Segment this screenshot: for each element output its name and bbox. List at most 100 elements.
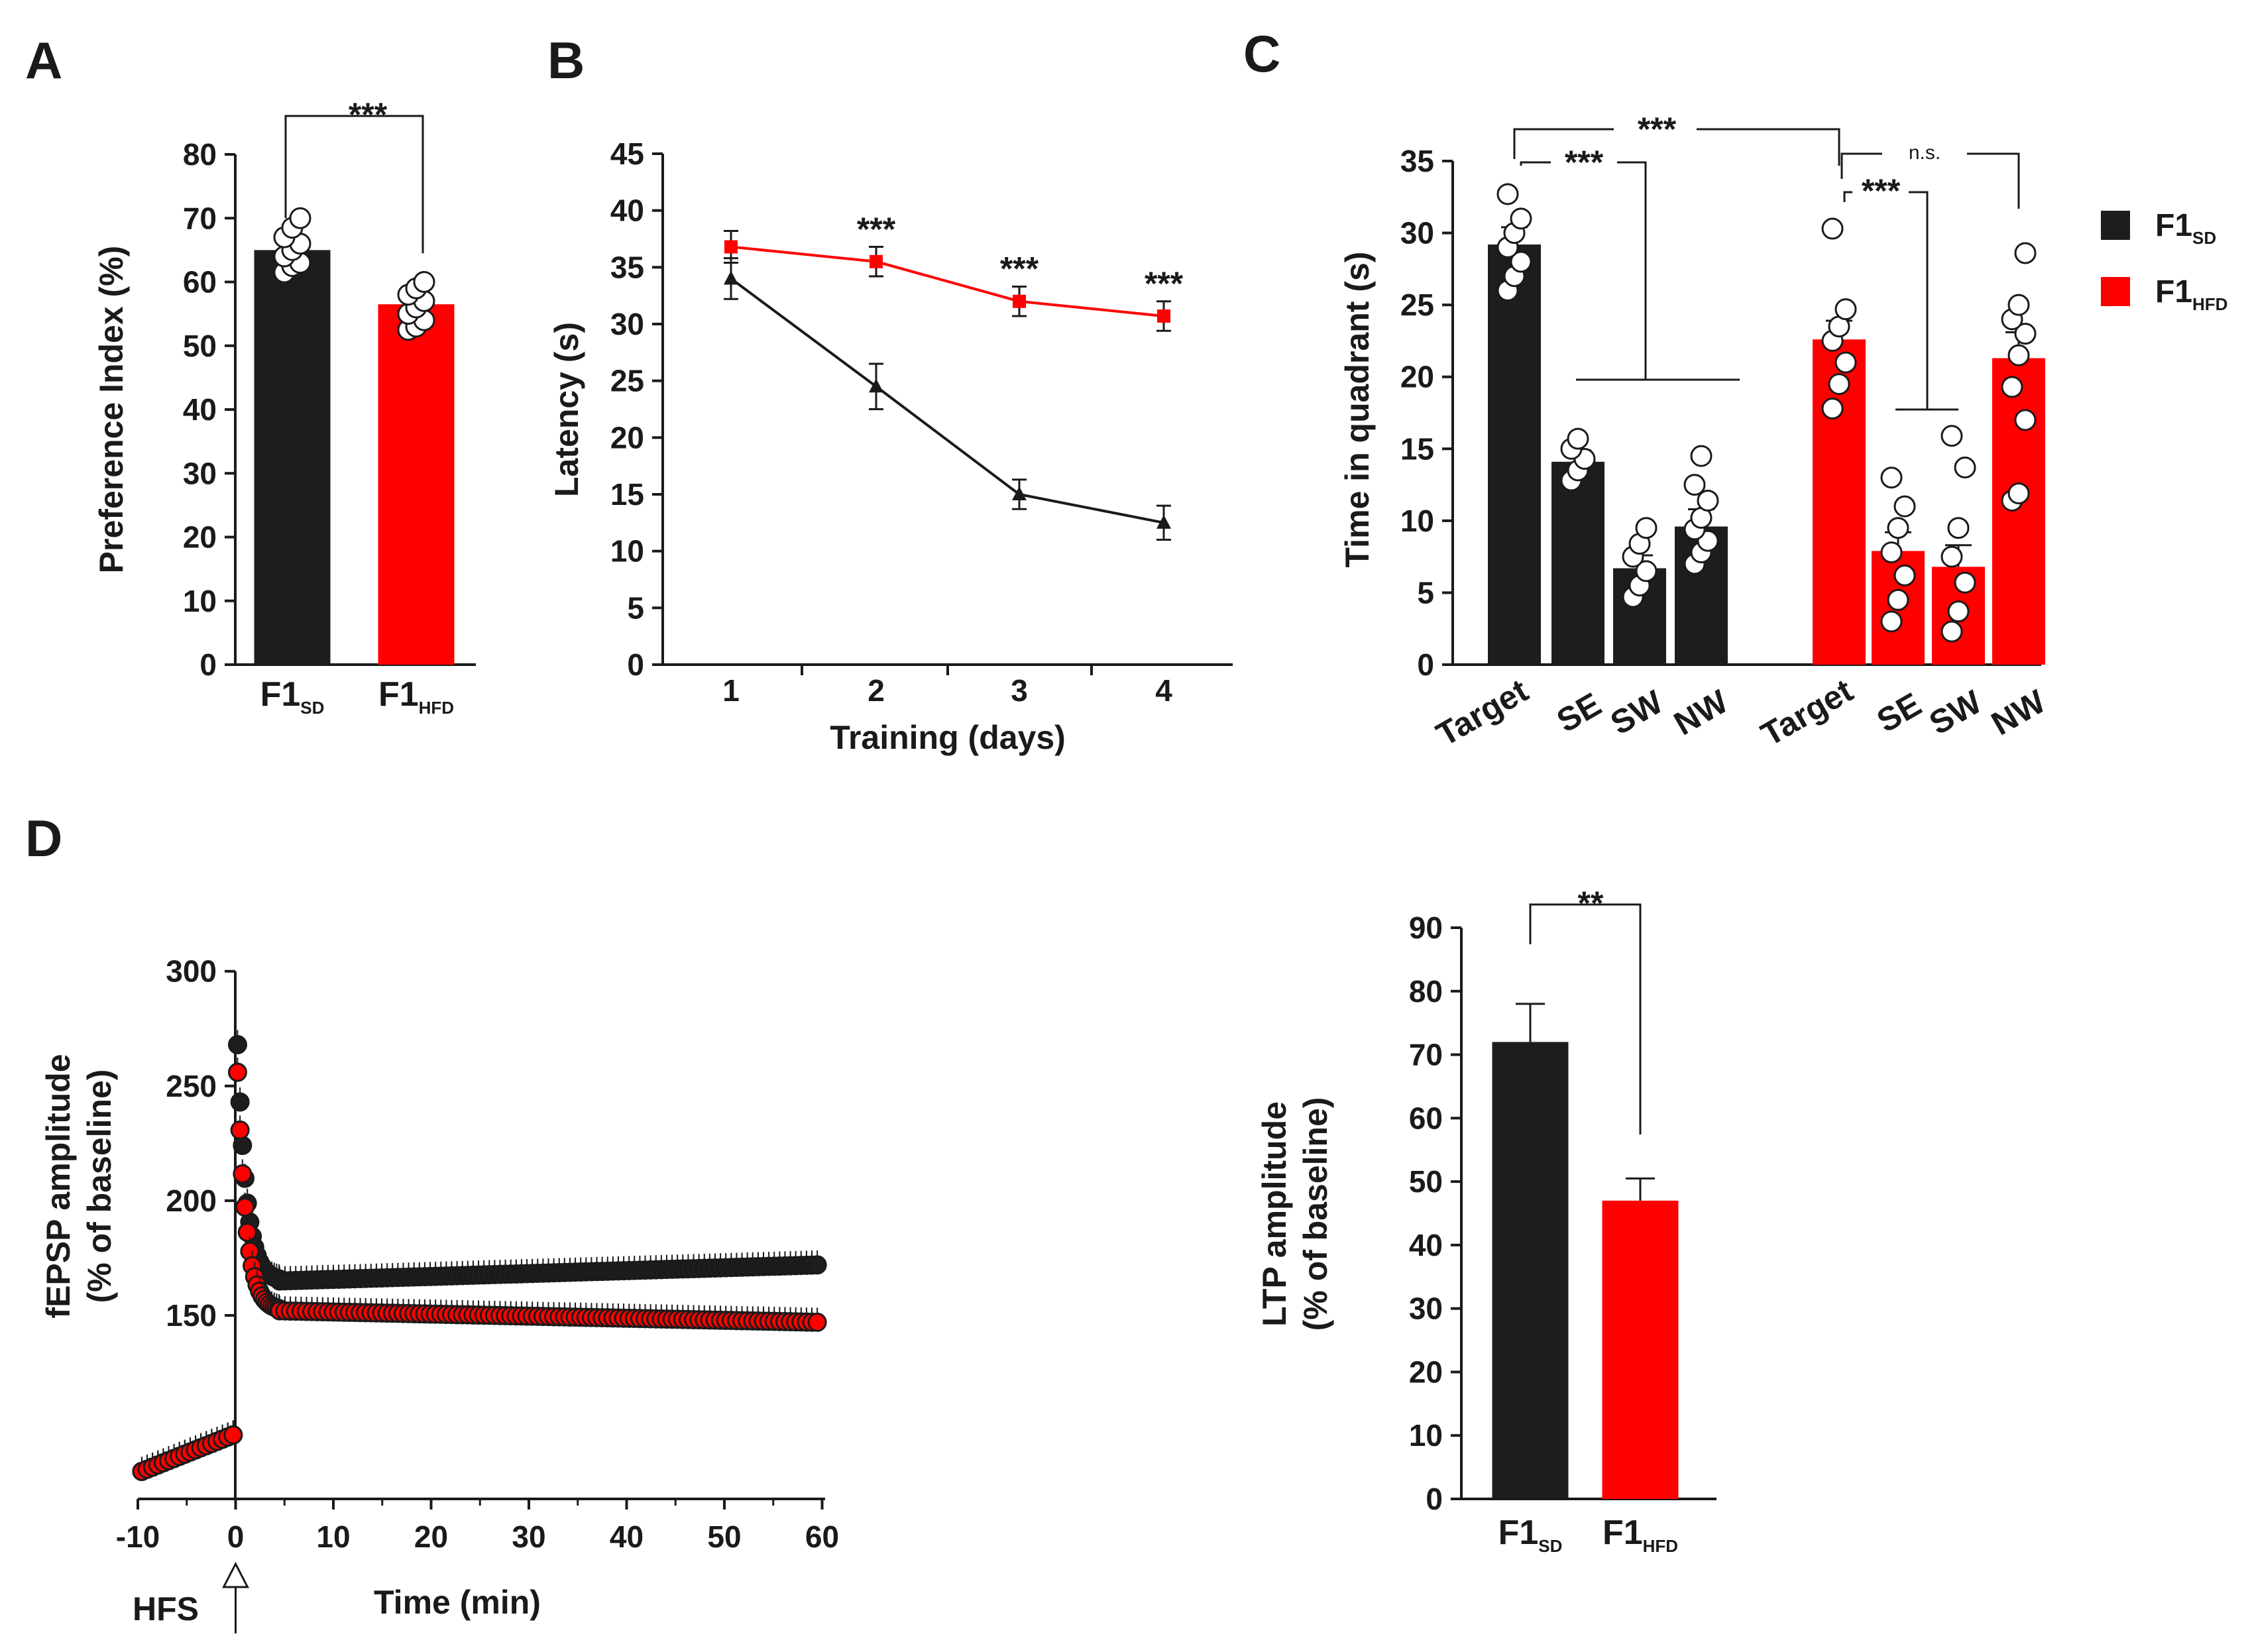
c-point-1-2-5 <box>1954 457 1976 479</box>
a-y-label: Preference Index (%) <box>93 246 130 574</box>
legend-label-hfd: F1HFD <box>2155 274 2227 314</box>
a-y-axis-tick-label-0: 0 <box>199 647 217 682</box>
dr-y-axis-tick-label-6: 60 <box>1409 1101 1443 1135</box>
dr-y-axis-tick-label-4: 40 <box>1409 1228 1443 1262</box>
c-point-1-0-5 <box>1834 298 1857 321</box>
c-point-1-3-8 <box>2014 242 2037 264</box>
c-bar-1-3 <box>1992 358 2045 665</box>
a-bar-0 <box>254 250 331 665</box>
a-sig-bracket <box>284 115 424 254</box>
b-x-tick-label-0: 1 <box>722 673 740 708</box>
a-y-axis-tick-label-4: 40 <box>183 392 217 427</box>
d-y-tick-label-3: 300 <box>166 954 217 989</box>
a-sig-label: *** <box>349 96 388 133</box>
d-point-1-22 <box>237 1223 257 1242</box>
dr-y-axis-tick-label-0: 0 <box>1426 1482 1443 1516</box>
b-x-tick-label-2: 3 <box>1011 673 1028 708</box>
c-point-1-3-5 <box>2014 323 2037 345</box>
c-point-0-2-2 <box>1635 560 1658 582</box>
d-point-0-19 <box>230 1092 250 1112</box>
d-x-tick-label-0: -10 <box>116 1519 160 1554</box>
dr-sig-label: ** <box>1578 885 1604 922</box>
panel-label-a: A <box>25 31 62 89</box>
c-point-1-2-6 <box>1941 425 1963 447</box>
dr-y-axis-tick-label-7: 70 <box>1409 1038 1443 1072</box>
d-hfs-label: HFS <box>133 1590 199 1627</box>
dr-bar-1 <box>1602 1200 1679 1499</box>
b-y-axis-tick-label-3: 15 <box>610 477 644 512</box>
b-sig-label-2: *** <box>1145 265 1184 302</box>
d-point-1-17 <box>223 1425 243 1445</box>
a-y-axis-tick-label-2: 20 <box>183 520 217 555</box>
c-point-1-2-2 <box>1954 571 1976 594</box>
c-x-label-1-2: SW <box>1923 683 1988 742</box>
a-y-axis-tick-label-6: 60 <box>183 265 217 300</box>
b-series-line-0 <box>730 277 1164 524</box>
legend: F1SD F1HFD <box>2101 208 2227 314</box>
c-x-label-1-3: NW <box>1985 683 2052 743</box>
d-point-1-21 <box>235 1197 255 1217</box>
d-point-1-18 <box>227 1062 247 1082</box>
c-y-axis-tick-label-3: 15 <box>1400 431 1434 466</box>
c-sig-label-2: *** <box>1565 144 1604 181</box>
d-x-tick-label-1: 0 <box>227 1519 245 1554</box>
c-y-axis-tick-label-2: 10 <box>1400 504 1434 538</box>
panel-a-preference-index: 0 10 20 30 40 50 60 70 80 Preference Index (%) F1S… <box>93 96 476 718</box>
dr-y-axis-tick-label-2: 20 <box>1409 1354 1443 1389</box>
d-x-tick-label-6: 50 <box>707 1519 741 1554</box>
b-marker-0-0 <box>724 270 738 285</box>
c-y-label: Time in quadrant (s) <box>1339 252 1376 568</box>
b-y-axis-tick-label-9: 45 <box>610 137 644 171</box>
dr-y-axis-tick-label-9: 90 <box>1409 910 1443 945</box>
d-point-0-20 <box>233 1136 253 1156</box>
a-bar-1 <box>378 304 455 665</box>
c-point-0-0-6 <box>1496 183 1519 205</box>
b-y-axis-tick-label-8: 40 <box>610 193 644 228</box>
b-y-axis-tick-label-1: 5 <box>627 590 644 625</box>
c-point-0-0-5 <box>1510 207 1532 230</box>
d-point-1-19 <box>230 1120 250 1140</box>
c-sig-bracket-1b <box>1697 128 1840 166</box>
b-y-label: Latency (s) <box>548 322 585 497</box>
c-sig-bracket-1a <box>1513 128 1614 159</box>
d-x-tick-label-2: 10 <box>316 1519 350 1554</box>
d-hfs-arrow-head <box>222 1561 249 1588</box>
b-y-axis-tick-label-5: 25 <box>610 364 644 398</box>
b-y-axis-tick-label-2: 10 <box>610 534 644 569</box>
a-y-axis-tick-label-1: 10 <box>183 584 217 618</box>
c-sig-label-1: *** <box>1638 111 1677 148</box>
b-x-tick-label-1: 2 <box>868 673 885 708</box>
c-sig-bracket-2a <box>1520 161 1551 166</box>
c-point-1-3-3 <box>2001 376 2023 398</box>
d-x-label: Time (min) <box>374 1584 541 1621</box>
c-bar-0-1 <box>1551 461 1604 665</box>
c-sig-label-3: *** <box>1862 172 1901 209</box>
b-y-axis-tick-label-7: 35 <box>610 250 644 284</box>
c-point-1-2-3 <box>1941 545 1963 568</box>
panel-label-b: B <box>547 31 585 89</box>
dr-y-axis-tick-label-5: 50 <box>1409 1164 1443 1199</box>
c-point-0-3-7 <box>1690 445 1713 467</box>
c-point-1-1-4 <box>1887 517 1909 539</box>
b-x-label: Training (days) <box>830 719 1066 756</box>
b-marker-1-1 <box>870 254 883 268</box>
d-y-label: fEPSP amplitude (% of baseline) <box>40 1054 118 1318</box>
panel-c-time-in-quadrant: 0 5 10 15 20 25 30 35 Time in quadrant (s) Target… <box>1339 111 2052 753</box>
c-sig-bracket-4b <box>1967 152 2020 209</box>
c-point-1-0-2 <box>1834 351 1857 374</box>
c-point-1-3-4 <box>2007 344 2030 366</box>
c-sig-bracket-4a <box>1840 152 1882 179</box>
c-sig-bracket-3a <box>1843 191 1852 202</box>
c-point-1-2-1 <box>1947 600 1970 623</box>
c-point-1-1-6 <box>1880 467 1903 489</box>
c-x-label-0-0: Target <box>1430 672 1534 753</box>
c-point-0-2-5 <box>1635 517 1658 539</box>
c-point-0-0-2 <box>1510 250 1532 273</box>
d-x-tick-label-5: 40 <box>610 1519 644 1554</box>
d-y-tick-label-0: 150 <box>166 1298 217 1333</box>
legend-label-sd: F1SD <box>2155 208 2216 248</box>
legend-swatch-hfd <box>2101 277 2130 306</box>
c-point-1-3-2 <box>2014 409 2037 431</box>
b-marker-1-0 <box>724 240 738 254</box>
d-point-0-136 <box>807 1255 827 1275</box>
